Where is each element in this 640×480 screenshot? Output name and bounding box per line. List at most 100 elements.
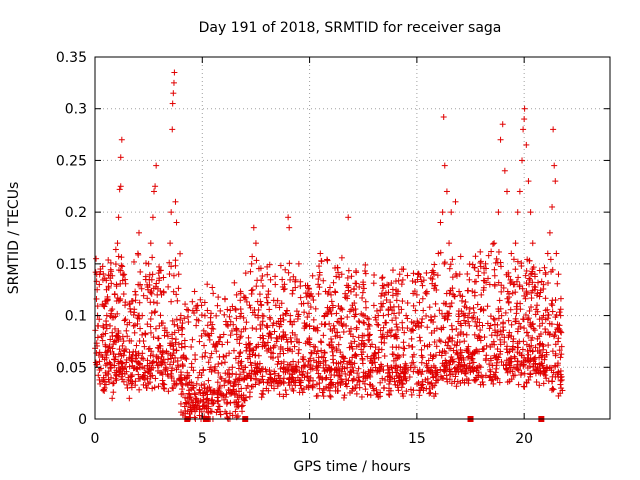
data-point [427,351,434,358]
data-point [463,365,470,372]
data-point [480,346,487,353]
data-point [111,325,118,332]
data-point [127,308,134,315]
data-point [215,361,222,368]
data-point [204,307,211,314]
data-point [252,375,259,382]
data-point [169,100,176,107]
data-point [418,371,425,378]
data-point [516,350,523,357]
data-point [136,337,143,344]
data-point [452,270,459,277]
data-point [238,385,245,392]
data-point [255,314,262,321]
data-point [381,339,388,346]
data-point [159,320,166,327]
data-point [106,344,113,351]
data-point [433,377,440,384]
data-point [179,386,186,393]
data-point [260,335,267,342]
data-point [321,368,328,375]
data-point [165,388,172,395]
data-point [515,325,522,332]
data-point [431,313,438,320]
data-point [304,314,311,321]
data-point [255,306,262,313]
data-point [162,366,169,373]
data-point [173,291,180,298]
data-point [334,329,341,336]
data-point [557,306,564,313]
data-point [519,285,526,292]
data-point [115,267,122,274]
data-point [423,312,430,319]
data-point [276,391,283,398]
data-point [447,261,454,268]
data-point [211,387,218,394]
data-point [532,344,539,351]
data-point [336,372,343,379]
data-point [493,255,500,262]
data-point [117,280,124,287]
data-point [475,374,482,381]
data-point [538,278,545,285]
data-point [111,291,118,298]
data-point [402,365,409,372]
data-point [105,368,112,375]
data-point [137,268,144,275]
data-point [428,316,435,323]
data-point [204,322,211,329]
data-point [537,370,544,377]
data-point [198,312,205,319]
data-point [448,322,455,329]
data-point [173,316,180,323]
data-point [534,290,541,297]
data-point [419,378,426,385]
data-point [487,313,494,320]
data-point [517,363,524,370]
data-point [109,345,116,352]
data-point [244,355,251,362]
data-point [500,320,507,327]
y-axis-label: SRMTID / TECUs [6,182,22,295]
data-point [132,291,139,298]
data-point [288,374,295,381]
data-point [298,385,305,392]
data-point [213,409,220,416]
data-point [140,372,147,379]
data-point [178,409,185,416]
data-point [243,385,250,392]
data-point [306,323,313,330]
data-point [435,376,442,383]
data-point [107,361,114,368]
data-point [192,351,199,358]
data-point [412,323,419,330]
data-point [296,369,303,376]
data-point [399,298,406,305]
data-point [144,362,151,369]
data-point [362,304,369,311]
data-point [536,341,543,348]
data-point [315,281,322,288]
data-point [144,295,151,302]
data-point [300,368,307,375]
data-point [377,327,384,334]
data-point [300,356,307,363]
data-point [557,354,564,361]
data-point [299,356,306,363]
data-point [123,327,130,334]
data-point [520,338,527,345]
data-point [335,360,342,367]
data-point [213,341,220,348]
data-point [147,299,154,306]
data-point [393,297,400,304]
data-point [132,378,139,385]
data-point [475,333,482,340]
data-point [470,359,477,366]
data-point [96,316,103,323]
data-point [375,354,382,361]
data-point [410,387,417,394]
data-point [237,288,244,295]
data-point [157,348,164,355]
data-point [476,362,483,369]
